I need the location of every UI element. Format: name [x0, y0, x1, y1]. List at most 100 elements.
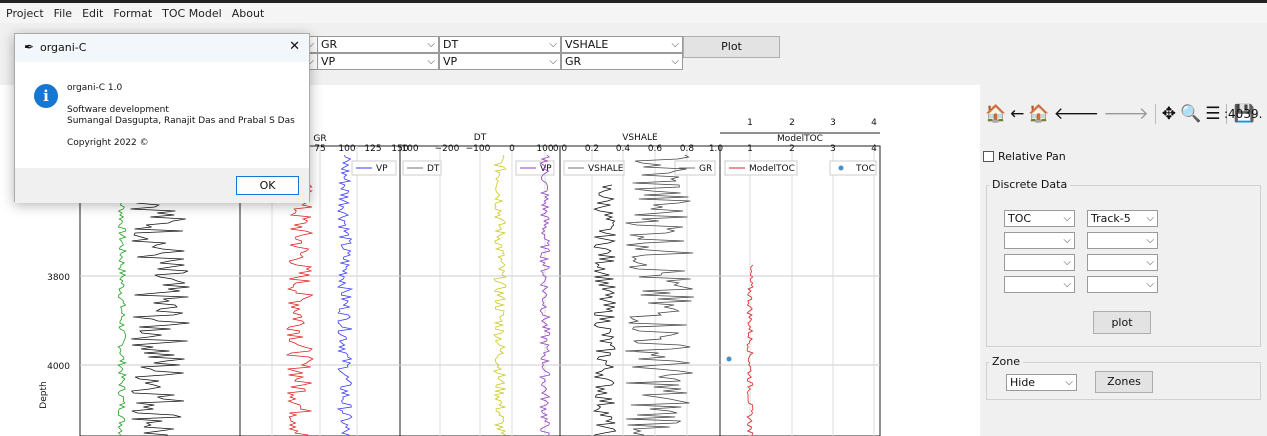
track3-tick-label: 100 [401, 144, 418, 154]
zones-button[interactable]: Zones [1095, 371, 1153, 393]
discrete-track-select-4[interactable]: ⌵ [1087, 276, 1158, 293]
menu-toc-model[interactable]: TOC Model [162, 6, 222, 20]
chevron-down-icon: ⌵ [1063, 279, 1071, 290]
track2-curve2-select[interactable]: VP ⌵ [317, 53, 439, 70]
select-value: VP [321, 55, 336, 68]
track4-curve2-select[interactable]: GR ⌵ [561, 53, 683, 70]
discrete-curve-select-4[interactable]: ⌵ [1004, 276, 1075, 293]
chevron-down-icon: ⌵ [1146, 213, 1154, 224]
legend-toc-label: TOC [855, 164, 875, 174]
menu-edit[interactable]: Edit [82, 6, 104, 20]
ok-button[interactable]: OK [236, 176, 299, 195]
left-arrow-icon[interactable]: 🡐 [1053, 104, 1100, 124]
configure-icon[interactable]: ☰ [1205, 104, 1221, 124]
relative-pan-checkbox[interactable] [983, 151, 994, 162]
track2-tick-label: 75 [314, 144, 325, 154]
track2-axis-label: GR [313, 134, 326, 144]
green-log-curve [117, 184, 128, 436]
zone-title: Zone [989, 355, 1024, 368]
discrete-track-select-2[interactable]: ⌵ [1087, 232, 1158, 249]
track5-top-tick-label: 4 [871, 118, 877, 128]
select-value: GR [565, 55, 582, 68]
home-alt-icon[interactable]: 🏠 [1028, 104, 1050, 124]
chevron-down-icon: ⌵ [427, 39, 435, 50]
discrete-data-title: Discrete Data [989, 178, 1071, 191]
relative-pan-label: Relative Pan [998, 150, 1066, 163]
track4-tick-label: 0.0 [553, 144, 568, 154]
dialog-line1: Software development [67, 105, 169, 115]
discrete-track-select-3[interactable]: ⌵ [1087, 254, 1158, 271]
vshale-dotted-curve [592, 184, 617, 436]
y-tick-label: 4000 [47, 362, 70, 372]
select-value: VP [443, 55, 458, 68]
plot-button[interactable]: Plot [683, 36, 780, 58]
track5-top-tick-label: 2 [789, 118, 795, 128]
discrete-data-group [986, 185, 1261, 347]
chevron-down-icon: ⌵ [306, 39, 314, 50]
track4-tick-label: 0.6 [648, 144, 663, 154]
home-icon[interactable]: 🏠 [985, 104, 1007, 124]
pan-icon[interactable]: ✥ [1161, 104, 1177, 124]
discrete-curve-select-3[interactable]: ⌵ [1004, 254, 1075, 271]
menu-format[interactable]: Format [113, 6, 153, 20]
select-value: VSHALE [565, 38, 609, 51]
save-icon[interactable]: 💾 [1233, 104, 1255, 124]
toolbar-divider [1226, 104, 1228, 124]
legend-gr-label: GR [699, 164, 712, 174]
track3-curve1-select[interactable]: DT ⌵ [439, 36, 561, 53]
dialog-titlebar: ✒ organi-C ✕ [15, 34, 309, 62]
legend-toc-box [829, 160, 877, 176]
dialog-line2: Sumangal Dasgupta, Ranajit Das and Praba… [67, 116, 295, 126]
zone-visibility-select[interactable]: Hide ⌵ [1006, 374, 1077, 391]
track5-tick-label: 1 [747, 144, 753, 154]
hidden-select-edge-2[interactable]: ⌵ [306, 53, 318, 70]
legend-modeltoc-box [724, 160, 798, 176]
discrete-curve-select-1[interactable]: TOC ⌵ [1004, 210, 1075, 227]
right-arrow-icon[interactable]: 🡒 [1103, 104, 1149, 124]
gr-curve-track4 [625, 154, 694, 436]
track5-tick-label: 3 [830, 144, 836, 154]
hidden-select-edge-1[interactable]: ⌵ [306, 36, 318, 53]
track4-tick-label: 0.8 [680, 144, 695, 154]
back-arrow-icon[interactable]: ← [1010, 104, 1025, 124]
select-value: Hide [1010, 376, 1036, 389]
chevron-down-icon: ⌵ [1063, 213, 1071, 224]
track3-tick-label: −100 [466, 144, 491, 154]
dt-curve [492, 154, 507, 436]
select-value: GR [321, 38, 338, 51]
track5-tick-label: 4 [871, 144, 877, 154]
close-icon[interactable]: ✕ [289, 39, 300, 54]
track3-tick-label: −200 [435, 144, 460, 154]
track5-tick-label: 2 [789, 144, 795, 154]
chevron-down-icon: ⌵ [1146, 279, 1154, 290]
chevron-down-icon: ⌵ [306, 56, 314, 67]
discrete-curve-select-2[interactable]: ⌵ [1004, 232, 1075, 249]
chevron-down-icon: ⌵ [1146, 235, 1154, 246]
chevron-down-icon: ⌵ [671, 56, 679, 67]
chevron-down-icon: ⌵ [671, 39, 679, 50]
track3-tick-label: 0 [509, 144, 515, 154]
vp-curve-track3 [538, 154, 552, 436]
zoom-icon[interactable]: 🔍 [1180, 104, 1202, 124]
menu-about[interactable]: About [231, 6, 265, 20]
track3-curve2-select[interactable]: VP ⌵ [439, 53, 561, 70]
menu-bar: Project File Edit Format TOC Model About [0, 3, 1267, 23]
chevron-down-icon: ⌵ [427, 56, 435, 67]
track4-curve1-select[interactable]: VSHALE ⌵ [561, 36, 683, 53]
window-top-border [0, 0, 1267, 3]
chevron-down-icon: ⌵ [1146, 257, 1154, 268]
legend-vp-track3-label: VP [540, 164, 552, 174]
menu-project[interactable]: Project [6, 6, 44, 20]
relative-pan-checkbox-row[interactable]: Relative Pan [983, 150, 1066, 163]
chevron-down-icon: ⌵ [549, 56, 557, 67]
track4-axis-label: VSHALE [622, 133, 658, 143]
legend-vp-track2-label: VP [376, 164, 388, 174]
legend-toc-marker [838, 165, 844, 171]
discrete-plot-button[interactable]: plot [1093, 311, 1151, 334]
track2-curve1-select[interactable]: GR ⌵ [317, 36, 439, 53]
track4-tick-label: 0.2 [585, 144, 599, 154]
menu-file[interactable]: File [53, 6, 73, 20]
track-frame [719, 145, 881, 436]
discrete-track-select-1[interactable]: Track-5 ⌵ [1087, 210, 1158, 227]
dialog-title: organi-C [40, 41, 87, 54]
